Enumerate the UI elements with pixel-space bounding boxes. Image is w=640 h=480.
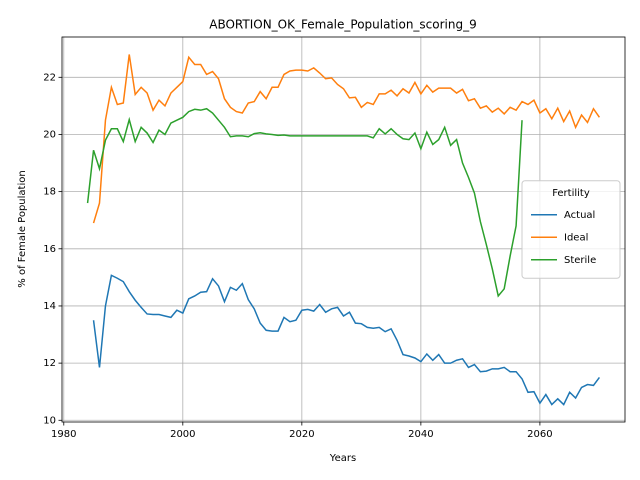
legend-box [521, 180, 621, 279]
y-tick-label: 12 [43, 358, 56, 369]
plot-frame [61, 36, 626, 423]
legend-label: Ideal [564, 232, 588, 243]
legend-title: Fertility [552, 188, 590, 199]
y-axis-label: % of Female Population [17, 170, 28, 287]
x-tick-label: 2040 [408, 429, 433, 440]
series-line [92, 54, 601, 224]
legend-label: Actual [564, 210, 595, 221]
x-tick-label: 2000 [170, 429, 195, 440]
x-tick-label: 2060 [527, 429, 552, 440]
y-tick-label: 22 [43, 72, 56, 83]
y-tick-label: 20 [43, 129, 56, 140]
legend-label: Sterile [564, 255, 596, 266]
x-axis-label: Years [329, 453, 356, 464]
y-tick-label: 14 [43, 301, 56, 312]
y-tick-label: 18 [43, 187, 56, 198]
chart-title: ABORTION_OK_Female_Population_scoring_9 [209, 18, 477, 32]
x-tick-label: 2020 [289, 429, 314, 440]
x-tick-label: 1980 [51, 429, 76, 440]
y-tick-label: 10 [43, 415, 56, 426]
series-line [92, 274, 601, 406]
y-tick-label: 16 [43, 244, 56, 255]
series-line [86, 107, 523, 298]
